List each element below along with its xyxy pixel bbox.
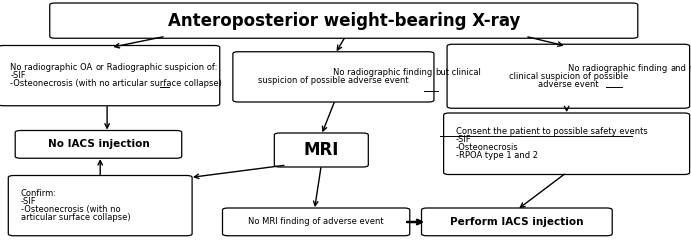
Text: -RPOA type 1 and 2: -RPOA type 1 and 2	[456, 152, 538, 160]
Text: Anteroposterior weight-bearing X-ray: Anteroposterior weight-bearing X-ray	[168, 12, 520, 30]
Text: No IACS injection: No IACS injection	[48, 140, 149, 149]
Text: Perform IACS injection: Perform IACS injection	[450, 217, 584, 227]
FancyBboxPatch shape	[0, 46, 220, 106]
Text: -Osteonecrosis: -Osteonecrosis	[456, 143, 519, 152]
Text: -Osteonecrosis (with no articular surface collapse): -Osteonecrosis (with no articular surfac…	[10, 79, 223, 88]
Text: No MRI finding of adverse event: No MRI finding of adverse event	[248, 217, 384, 226]
Text: -Osteonecrosis (with no: -Osteonecrosis (with no	[21, 205, 120, 214]
Text: No radiographic finding: No radiographic finding	[333, 68, 435, 77]
Text: but: but	[435, 68, 449, 77]
Text: no: no	[686, 64, 691, 73]
Text: No radiographic finding: No radiographic finding	[568, 64, 670, 73]
Text: clinical suspicion of possible: clinical suspicion of possible	[509, 72, 628, 81]
FancyBboxPatch shape	[422, 208, 612, 236]
Text: adverse event: adverse event	[538, 80, 598, 89]
Text: MRI: MRI	[303, 141, 339, 159]
Text: No radiographic OA: No radiographic OA	[10, 63, 95, 72]
FancyBboxPatch shape	[15, 130, 182, 158]
Text: or: or	[95, 63, 104, 72]
Text: Consent the patient to possible safety events: Consent the patient to possible safety e…	[456, 127, 647, 136]
FancyBboxPatch shape	[223, 208, 410, 236]
FancyBboxPatch shape	[233, 52, 434, 102]
Text: and: and	[670, 64, 686, 73]
Text: -SIF: -SIF	[10, 71, 26, 80]
FancyBboxPatch shape	[50, 3, 638, 38]
Text: Radiographic suspicion of:: Radiographic suspicion of:	[104, 63, 217, 72]
Text: -SIF: -SIF	[456, 135, 472, 144]
FancyBboxPatch shape	[8, 176, 192, 236]
Text: Confirm:: Confirm:	[21, 189, 57, 198]
Text: -SIF: -SIF	[21, 197, 37, 206]
Text: clinical: clinical	[449, 68, 481, 77]
FancyBboxPatch shape	[274, 133, 368, 167]
Text: suspicion of possible adverse event: suspicion of possible adverse event	[258, 76, 408, 86]
Text: articular surface collapse): articular surface collapse)	[21, 213, 131, 222]
FancyBboxPatch shape	[447, 44, 690, 108]
FancyBboxPatch shape	[444, 113, 690, 174]
